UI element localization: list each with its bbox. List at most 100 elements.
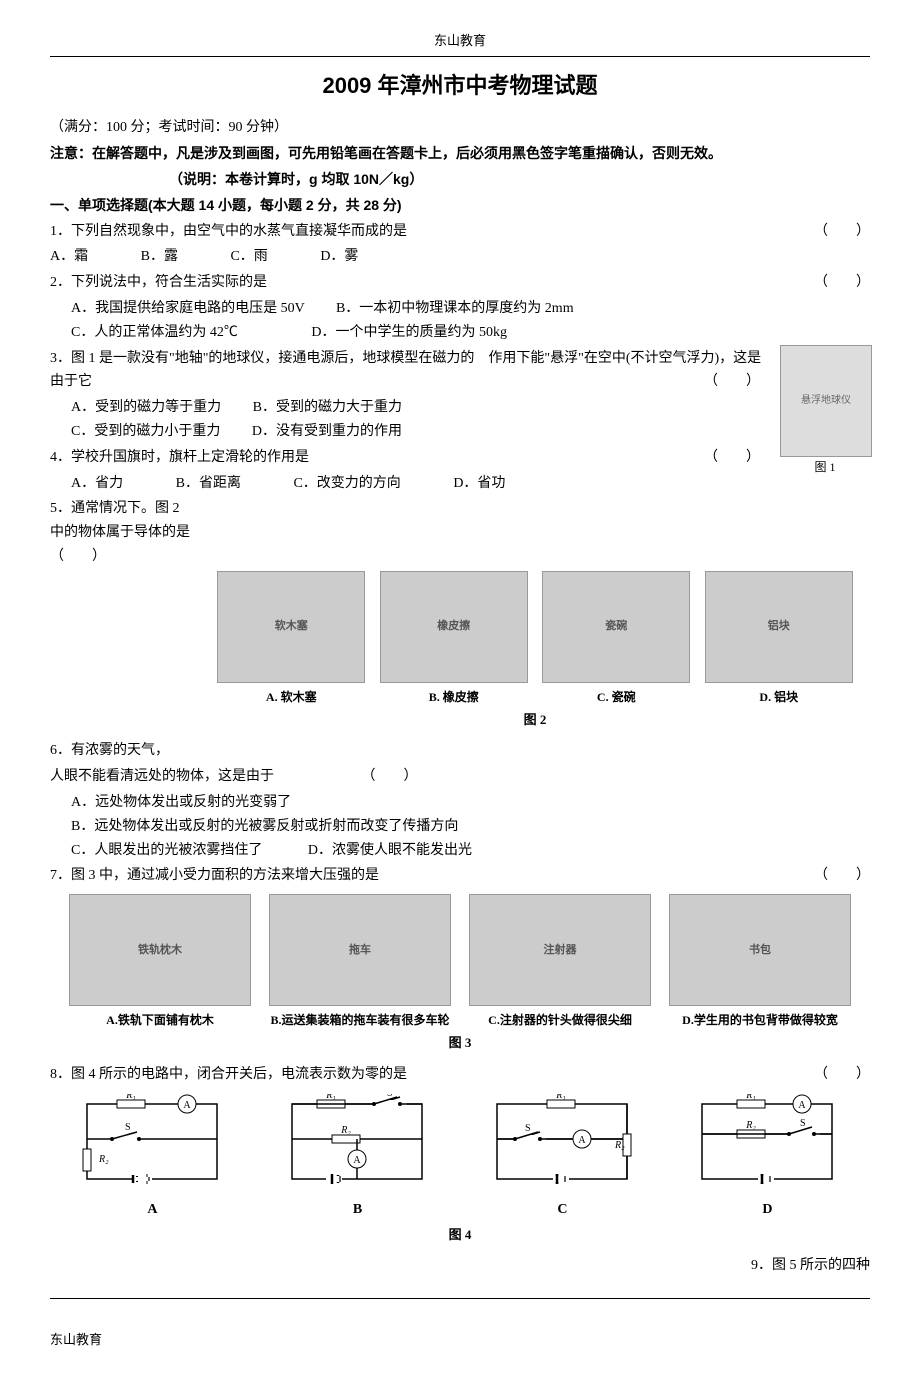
q3-opt-a: A．受到的磁力等于重力 — [71, 400, 221, 415]
truck-image: 拖车 — [269, 894, 451, 1006]
svg-text:S: S — [125, 1122, 131, 1133]
q1-stem: 1．下列自然现象中，由空气中的水蒸气直接凝华而成的是 — [50, 224, 407, 239]
q2-opt-a: A．我国提供给家庭电路的电压是 50V — [71, 301, 304, 316]
svg-text:S: S — [525, 1123, 531, 1134]
syringe-image: 注射器 — [469, 894, 651, 1006]
figure-2-row: 软木塞 A. 软木塞 橡皮擦 B. 橡皮擦 瓷碗 C. 瓷碗 铝块 D. 铝块 — [200, 571, 870, 707]
svg-text:A: A — [354, 1155, 362, 1166]
circuit-d: R₁ A R₂ S D — [677, 1094, 857, 1222]
answer-blank: （ ） — [814, 864, 870, 888]
fig2-item-b: 橡皮擦 B. 橡皮擦 — [373, 571, 536, 707]
q6-stem-part1: 6．有浓雾的天气， — [50, 739, 870, 763]
circuit-a: R₁ A S R₂ A — [62, 1094, 242, 1222]
question-6: 人眼不能看清远处的物体，这是由于 （ ） — [50, 765, 870, 789]
q3-stem: 3．图 1 是一款没有"地轴"的地球仪，接通电源后，地球模型在磁力的 作用下能"… — [50, 351, 761, 390]
svg-text:R₂: R₂ — [341, 1125, 352, 1136]
rail-image: 铁轨枕木 — [69, 894, 251, 1006]
circuit-a-label: A — [62, 1198, 242, 1222]
fig2-label-b: B. 橡皮擦 — [373, 687, 536, 707]
q1-opt-c: C．雨 — [230, 245, 267, 269]
svg-text:R₂: R₂ — [614, 1140, 625, 1151]
q2-options: A．我国提供给家庭电路的电压是 50V B．一本初中物理课本的厚度约为 2mm … — [50, 297, 870, 345]
exam-g-note: （说明：本卷计算时，g 均取 10N／kg） — [169, 168, 870, 192]
q2-opt-d: D．一个中学生的质量约为 50kg — [311, 325, 507, 340]
fig3-label-d: D.学生用的书包背带做得较宽 — [660, 1010, 860, 1030]
backpack-image: 书包 — [669, 894, 851, 1006]
svg-text:R₁: R₁ — [126, 1094, 137, 1101]
q4-opt-d: D．省功 — [453, 472, 505, 496]
q1-opt-d: D．雾 — [320, 245, 358, 269]
fig3-label-a: A.铁轨下面铺有枕木 — [60, 1010, 260, 1030]
answer-blank: （ ） — [814, 271, 870, 295]
question-1: 1．下列自然现象中，由空气中的水蒸气直接凝华而成的是 （ ） — [50, 220, 870, 244]
q2-opt-c: C．人的正常体温约为 42℃ — [71, 325, 238, 340]
q4-options: A．省力 B．省距离 C．改变力的方向 D．省功 — [50, 472, 870, 496]
answer-blank: （ ） — [814, 220, 870, 244]
circuit-d-label: D — [677, 1198, 857, 1222]
fig3-item-a: 铁轨枕木 A.铁轨下面铺有枕木 — [60, 894, 260, 1030]
page-footer-org: 东山教育 — [50, 1329, 870, 1351]
svg-text:R₂: R₂ — [746, 1120, 757, 1131]
q1-opt-b: B．露 — [141, 245, 178, 269]
q2-opt-b: B．一本初中物理课本的厚度约为 2mm — [336, 301, 574, 316]
section-1-title: 一、单项选择题(本大题 14 小题，每小题 2 分，共 28 分) — [50, 194, 870, 218]
q6-stem-part2: 人眼不能看清远处的物体，这是由于 — [50, 769, 274, 784]
fig2-label-c: C. 瓷碗 — [535, 687, 698, 707]
figure-4-row: R₁ A S R₂ A R₁ S R₂ A — [50, 1094, 870, 1222]
fig3-item-b: 拖车 B.运送集装箱的拖车装有很多车轮 — [260, 894, 460, 1030]
q3-opt-d: D．没有受到重力的作用 — [252, 424, 402, 439]
q8-stem: 8．图 4 所示的电路中，闭合开关后，电流表示数为零的是 — [50, 1067, 407, 1082]
q2-stem: 2．下列说法中，符合生活实际的是 — [50, 275, 267, 290]
q4-opt-c: C．改变力的方向 — [293, 472, 400, 496]
circuit-b-label: B — [267, 1198, 447, 1222]
fig2-label-d: D. 铝块 — [698, 687, 861, 707]
fig3-item-d: 书包 D.学生用的书包背带做得较宽 — [660, 894, 860, 1030]
q1-opt-a: A．霜 — [50, 245, 88, 269]
fig3-label-b: B.运送集装箱的拖车装有很多车轮 — [260, 1010, 460, 1030]
fig2-item-d: 铝块 D. 铝块 — [698, 571, 861, 707]
svg-text:S: S — [800, 1118, 806, 1129]
fig2-item-a: 软木塞 A. 软木塞 — [210, 571, 373, 707]
question-4: 4．学校升国旗时，旗杆上定滑轮的作用是 （ ） — [50, 446, 870, 470]
circuit-b: R₁ S R₂ A B — [267, 1094, 447, 1222]
svg-text:R₁: R₁ — [326, 1094, 337, 1101]
svg-text:R₁: R₁ — [556, 1094, 567, 1101]
question-8: 8．图 4 所示的电路中，闭合开关后，电流表示数为零的是 （ ） — [50, 1063, 870, 1087]
svg-text:R₂: R₂ — [98, 1154, 109, 1165]
fig2-label-a: A. 软木塞 — [210, 687, 373, 707]
exam-notice: 注意：在解答题中，凡是涉及到画图，可先用铅笔画在答题卡上，后必须用黑色签字笔重描… — [50, 142, 870, 166]
circuit-c: R₁ S A R₂ C — [472, 1094, 652, 1222]
exam-meta-score-time: （满分：100 分；考试时间：90 分钟） — [50, 116, 870, 140]
figure-2-caption: 图 2 — [200, 709, 870, 731]
q1-options: A．霜 B．露 C．雨 D．雾 — [50, 245, 870, 269]
q6-opt-b: B．远处物体发出或反射的光被雾反射或折射而改变了传播方向 — [71, 815, 870, 839]
question-7: 7．图 3 中，通过减小受力面积的方法来增大压强的是 （ ） — [50, 864, 870, 888]
answer-blank: （ ） — [362, 769, 418, 784]
circuit-c-label: C — [472, 1198, 652, 1222]
exam-title: 2009 年漳州市中考物理试题 — [50, 67, 870, 104]
figure-3-row: 铁轨枕木 A.铁轨下面铺有枕木 拖车 B.运送集装箱的拖车装有很多车轮 注射器 … — [50, 894, 870, 1030]
question-9-fragment: 9．图 5 所示的四种 — [50, 1254, 870, 1278]
q3-opt-c: C．受到的磁力小于重力 — [71, 424, 220, 439]
fig3-label-c: C.注射器的针头做得很尖细 — [460, 1010, 660, 1030]
q6-opt-a: A．远处物体发出或反射的光变弱了 — [71, 791, 870, 815]
answer-blank: （ ） — [704, 446, 760, 470]
q6-options: A．远处物体发出或反射的光变弱了 B．远处物体发出或反射的光被雾反射或折射而改变… — [50, 791, 870, 862]
svg-text:A: A — [799, 1100, 807, 1111]
question-5: 5．通常情况下。图 2 中的物体属于导体的是 （ ） — [50, 497, 190, 568]
q4-opt-b: B．省距离 — [176, 472, 241, 496]
q3-opt-b: B．受到的磁力大于重力 — [253, 400, 402, 415]
page-header-org: 东山教育 — [50, 30, 870, 52]
q3-options: A．受到的磁力等于重力 B．受到的磁力大于重力 C．受到的磁力小于重力 D．没有… — [50, 396, 870, 444]
answer-blank: （ ） — [704, 370, 760, 394]
eraser-image: 橡皮擦 — [380, 571, 528, 683]
q4-opt-a: A．省力 — [71, 472, 123, 496]
footer-rule — [50, 1298, 870, 1299]
q4-stem: 4．学校升国旗时，旗杆上定滑轮的作用是 — [50, 450, 309, 465]
svg-text:R₁: R₁ — [746, 1094, 757, 1101]
q7-stem: 7．图 3 中，通过减小受力面积的方法来增大压强的是 — [50, 868, 379, 883]
figure-4-caption: 图 4 — [50, 1224, 870, 1246]
q6-opt-d: D．浓雾使人眼不能发出光 — [308, 843, 472, 858]
question-2: 2．下列说法中，符合生活实际的是 （ ） — [50, 271, 870, 295]
figure-3-caption: 图 3 — [50, 1032, 870, 1054]
